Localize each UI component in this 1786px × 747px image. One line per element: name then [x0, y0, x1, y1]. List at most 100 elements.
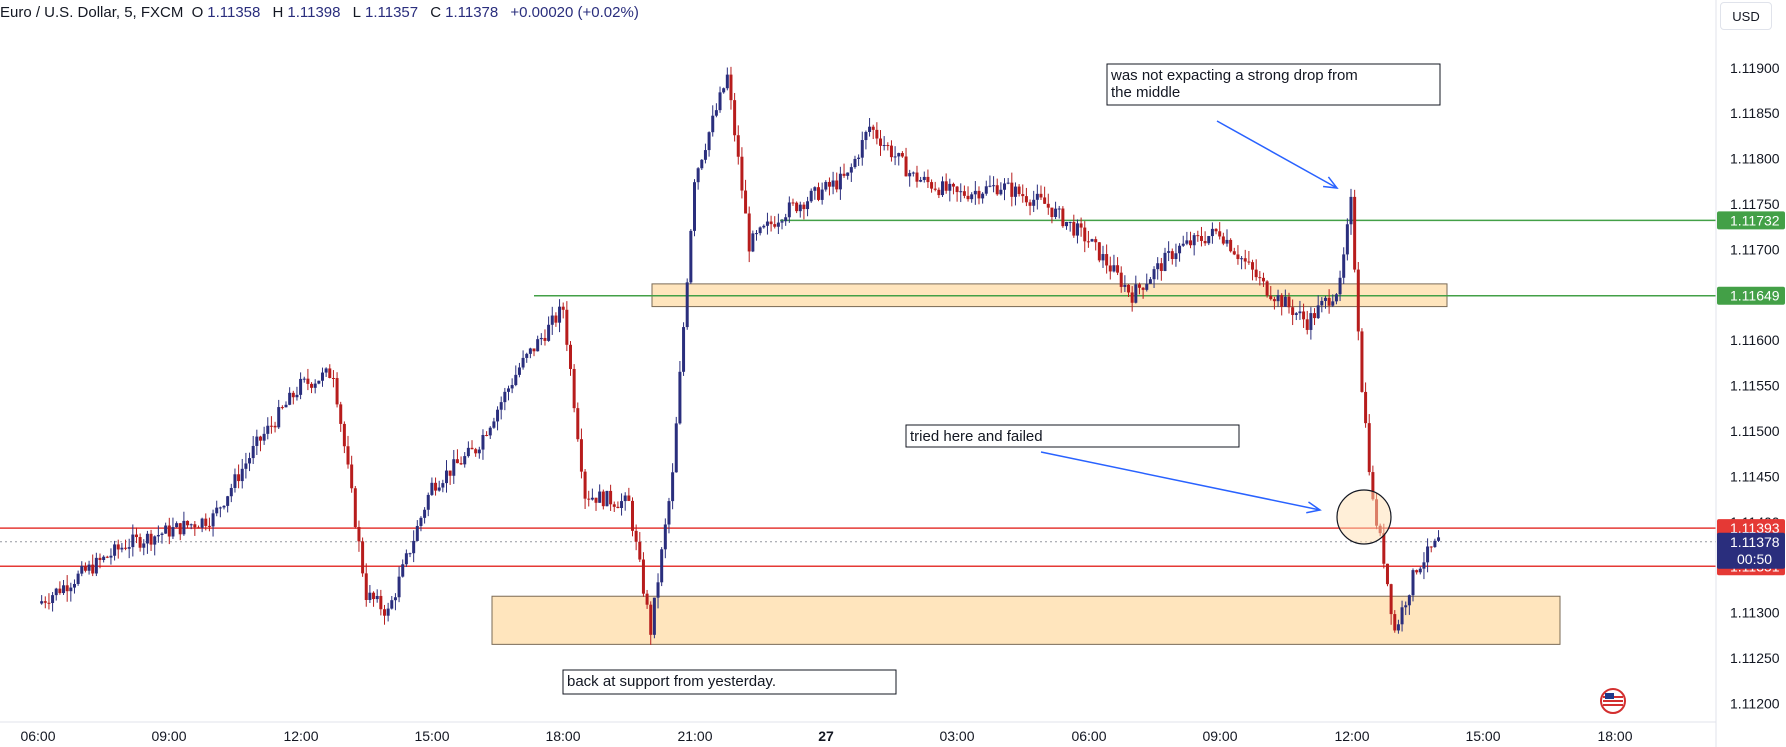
candle-body [1127, 284, 1131, 293]
candle-body [973, 190, 977, 195]
candle-body [605, 490, 609, 507]
candle-body [769, 221, 773, 225]
candle-body [1163, 252, 1167, 271]
arrow-head [1306, 501, 1322, 514]
candle-body [561, 306, 565, 310]
candle-body [879, 138, 883, 146]
current-price-label: 1.11378 [1730, 534, 1780, 550]
candle-body [404, 553, 408, 565]
y-tick-label: 1.11200 [1730, 695, 1780, 711]
candle-body [237, 474, 241, 482]
candle-body [525, 353, 529, 358]
candle-body [868, 126, 872, 132]
candle-body [988, 185, 992, 187]
candle-body [1199, 235, 1203, 241]
candle-body [1400, 607, 1404, 625]
candle-body [536, 339, 540, 352]
y-tick-label: 1.11250 [1730, 650, 1780, 666]
candle-body [904, 156, 908, 177]
candle-body [1050, 207, 1054, 217]
candle-body [382, 609, 386, 616]
x-tick-label: 03:00 [939, 728, 974, 744]
open-label: O [191, 4, 204, 21]
candle-body [1203, 240, 1207, 244]
symbol-title[interactable]: Euro / U.S. Dollar, 5, FXCM [0, 4, 184, 21]
highlight-circle [1336, 489, 1392, 545]
candle-body [554, 315, 558, 323]
us-flag-icon [1600, 688, 1626, 714]
candle-body [1035, 193, 1039, 200]
candle-body [127, 547, 131, 549]
candle-body [791, 202, 795, 204]
candle-body [503, 391, 507, 403]
candle-body [955, 186, 959, 193]
candle-body [1032, 199, 1036, 206]
candle-body [131, 534, 135, 548]
currency-button[interactable]: USD [1720, 2, 1772, 30]
candle-body [667, 501, 671, 525]
candle-body [1389, 584, 1393, 615]
candle-body [83, 566, 87, 571]
candle-body [1320, 300, 1324, 306]
candle-body [1407, 595, 1411, 606]
candle-body [842, 173, 846, 176]
candle-body [517, 367, 521, 375]
candle-body [817, 187, 821, 200]
candle-body [386, 608, 390, 616]
candle-body [280, 407, 284, 409]
candle-body [824, 181, 828, 190]
candle-body [317, 380, 321, 384]
candle-body [196, 527, 200, 529]
candle-body [335, 378, 339, 405]
candle-body [288, 392, 292, 405]
candle-body [313, 383, 317, 388]
candle-body [565, 309, 569, 345]
candle-body [1068, 221, 1072, 223]
candle-body [124, 547, 128, 549]
candle-body [962, 191, 966, 196]
candle-body [722, 88, 726, 93]
candle-body [496, 409, 500, 422]
candle-body [138, 537, 142, 548]
candle-body [951, 183, 955, 187]
candle-body [871, 126, 875, 130]
candle-body [1174, 253, 1178, 259]
candle-body [1418, 568, 1422, 573]
candle-body [1101, 254, 1105, 261]
candle-body [492, 421, 496, 428]
candle-body [882, 145, 886, 147]
candle-body [1240, 258, 1244, 260]
x-tick-label: 21:00 [677, 728, 712, 744]
close-label: C [430, 4, 442, 21]
candle-body [324, 368, 328, 373]
candle-body [1309, 313, 1313, 330]
candle-body [886, 145, 890, 147]
candle-body [795, 202, 799, 212]
candle-body [251, 445, 255, 459]
candle-body [827, 181, 831, 187]
candle-body [1116, 265, 1120, 273]
candle-body [919, 179, 923, 182]
candle-body [1210, 228, 1214, 237]
candle-body [1283, 296, 1287, 307]
candle-body [1148, 279, 1152, 284]
candle-body [193, 524, 197, 528]
current-price-label-bg [1717, 532, 1785, 569]
candle-body [372, 592, 376, 600]
x-tick-label: 09:00 [151, 728, 186, 744]
candle-body [1243, 258, 1247, 262]
candle-body [948, 183, 952, 191]
candle-body [806, 201, 810, 210]
candle-body [733, 100, 737, 136]
candle-body [1061, 208, 1065, 227]
countdown-label: 00:50 [1737, 551, 1772, 567]
candle-body [1221, 236, 1225, 244]
candle-body [864, 131, 868, 141]
candle-body [116, 544, 120, 550]
candle-body [787, 202, 791, 218]
candle-body [846, 172, 850, 176]
candle-body [638, 541, 642, 560]
arrow-head [1323, 176, 1339, 189]
candle-body [707, 132, 711, 151]
